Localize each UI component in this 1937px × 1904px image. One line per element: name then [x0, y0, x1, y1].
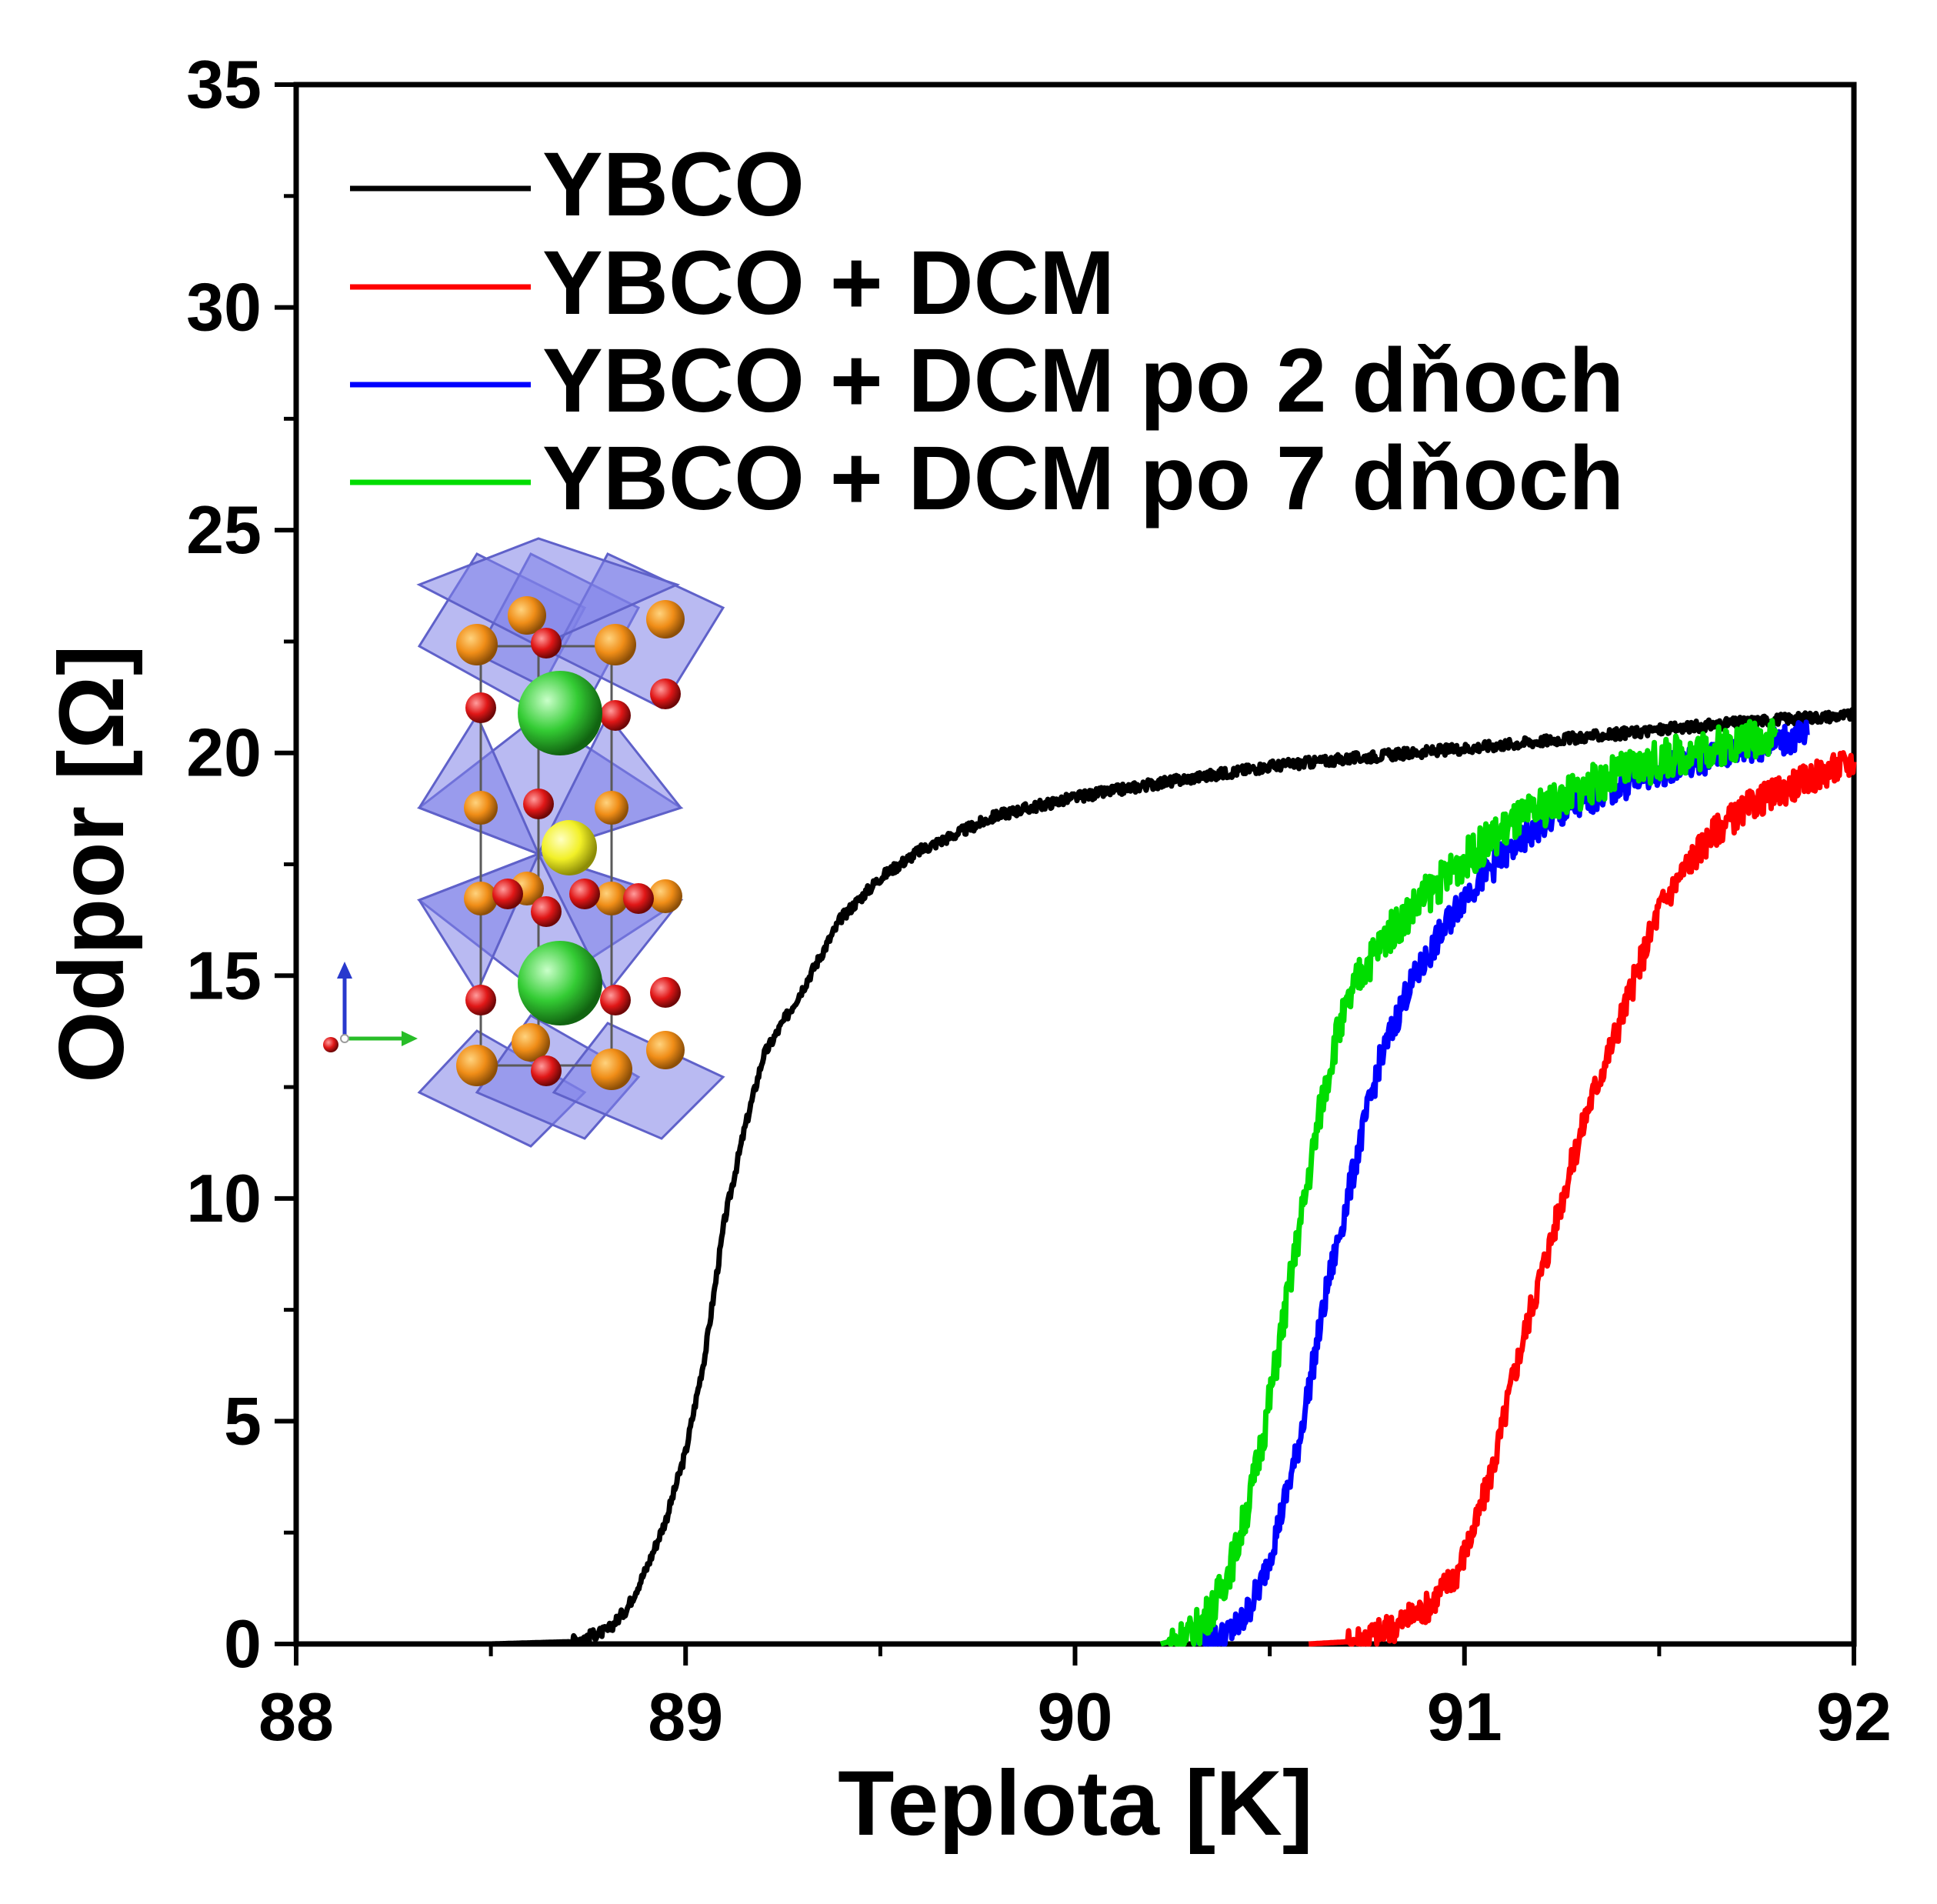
y-tick-label: 5 — [224, 1382, 262, 1459]
y-axis-label: Odpor [Ω] — [40, 645, 143, 1082]
y-tick-label: 25 — [186, 492, 262, 568]
series-layer — [294, 707, 1857, 1647]
x-tick-label: 91 — [1427, 1679, 1502, 1755]
x-tick-label: 90 — [1038, 1679, 1113, 1755]
legend: YBCO YBCO + DCM YBCO + DCM po 2 dňoch YB… — [350, 134, 1624, 529]
y-tick-label: 10 — [186, 1160, 262, 1236]
series-line — [1307, 750, 1857, 1647]
legend-label-ybco-dcm-2d: YBCO + DCM po 2 dňoch — [542, 330, 1624, 432]
x-tick-label: 92 — [1816, 1679, 1892, 1755]
series-line — [294, 707, 1857, 1647]
legend-label-ybco-dcm-7d: YBCO + DCM po 7 dňoch — [542, 428, 1624, 529]
axes: 88 89 90 91 92 0 5 10 15 20 25 30 35 — [186, 46, 1892, 1755]
crystal-structure-inset — [323, 537, 725, 1148]
legend-label-ybco: YBCO — [542, 134, 805, 235]
x-axis-label: Teplota [K] — [838, 1752, 1313, 1855]
y-tick-label: 30 — [186, 269, 262, 345]
series-line — [1159, 718, 1779, 1647]
series-line — [1190, 719, 1810, 1647]
y-tick-label: 15 — [186, 937, 262, 1013]
y-tick-label: 20 — [186, 715, 262, 791]
x-tick-label: 89 — [648, 1679, 723, 1755]
legend-label-ybco-dcm: YBCO + DCM — [542, 232, 1115, 334]
y-tick-label: 0 — [224, 1606, 262, 1682]
x-tick-label: 88 — [258, 1679, 334, 1755]
y-tick-label: 35 — [186, 46, 262, 122]
